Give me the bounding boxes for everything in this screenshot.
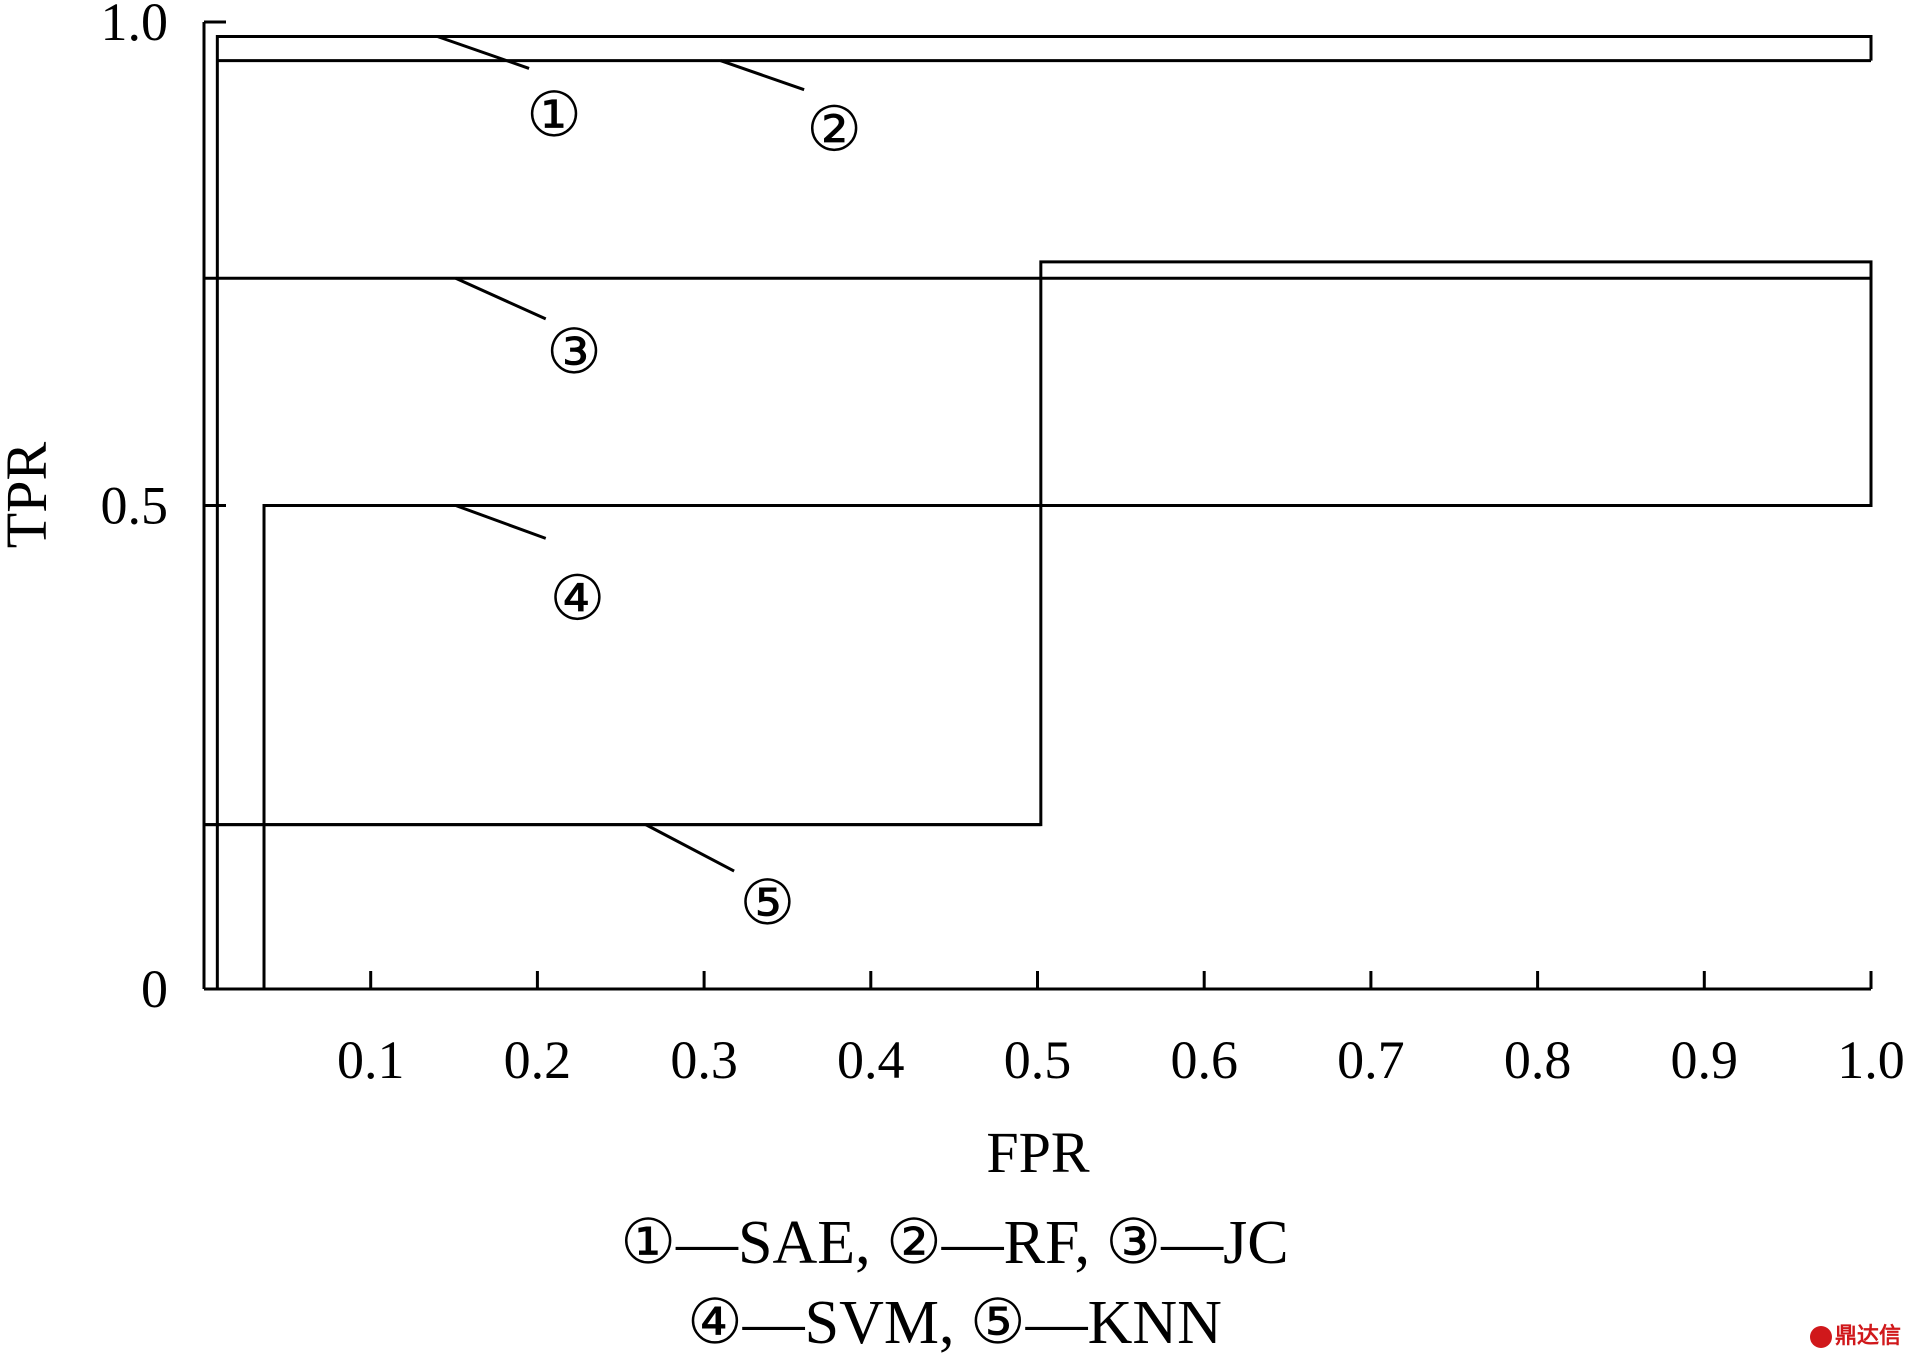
x-tick-label: 0.4 xyxy=(837,1030,905,1090)
y-tick-label: 0.5 xyxy=(101,476,169,536)
series-svm-line xyxy=(262,261,1873,989)
legend-line-1: ①—SAE, ②—RF, ③—JC xyxy=(620,1209,1289,1277)
y-tick-label: 0 xyxy=(141,959,168,1019)
series-rf-marker: ② xyxy=(806,92,862,165)
series-svm-callout-line xyxy=(455,504,547,540)
y-tick-label: 1.0 xyxy=(101,0,169,52)
x-tick-label: 1.0 xyxy=(1837,1030,1905,1090)
series-sae-marker: ① xyxy=(526,78,582,151)
series-sae-line xyxy=(215,35,1873,989)
x-tick-label: 0.3 xyxy=(670,1030,738,1090)
x-tick-label: 0.9 xyxy=(1671,1030,1739,1090)
series-rf-callout-line xyxy=(720,59,805,92)
series-layer xyxy=(204,35,1873,989)
series-jc-callout-line xyxy=(455,276,547,321)
legend-line-2: ④—SVM, ⑤—KNN xyxy=(687,1289,1222,1357)
x-tick-label: 0.2 xyxy=(504,1030,572,1090)
series-jc-marker: ③ xyxy=(546,315,602,388)
series-jc-line xyxy=(204,260,1873,827)
x-tick-label: 0.1 xyxy=(337,1030,405,1090)
series-svm-marker: ④ xyxy=(550,561,606,634)
series-sae-callout-line xyxy=(436,35,530,70)
x-axis-title: FPR xyxy=(986,1120,1090,1185)
watermark-text: 鼎达信 xyxy=(1834,1324,1901,1349)
x-tick-label: 0.7 xyxy=(1337,1030,1405,1090)
tick-layer: 0.1 0.2 0.3 0.4 0.5 0.6 0.7 0.8 0.9 1.0 0 0.5 1.0 xyxy=(101,0,1905,1090)
y-axis-title: TPR xyxy=(0,442,59,549)
series-knn-marker: ⑤ xyxy=(740,866,796,939)
x-tick-label: 0.8 xyxy=(1504,1030,1572,1090)
watermark-logo-icon xyxy=(1809,1326,1832,1348)
series-knn-callout-line xyxy=(645,823,735,873)
watermark: 鼎达信 xyxy=(1809,1318,1901,1350)
callout-layer: ① ② ③ ④ ⑤ xyxy=(436,35,862,939)
x-tick-label: 0.6 xyxy=(1170,1030,1238,1090)
x-tick-label: 0.5 xyxy=(1004,1030,1072,1090)
